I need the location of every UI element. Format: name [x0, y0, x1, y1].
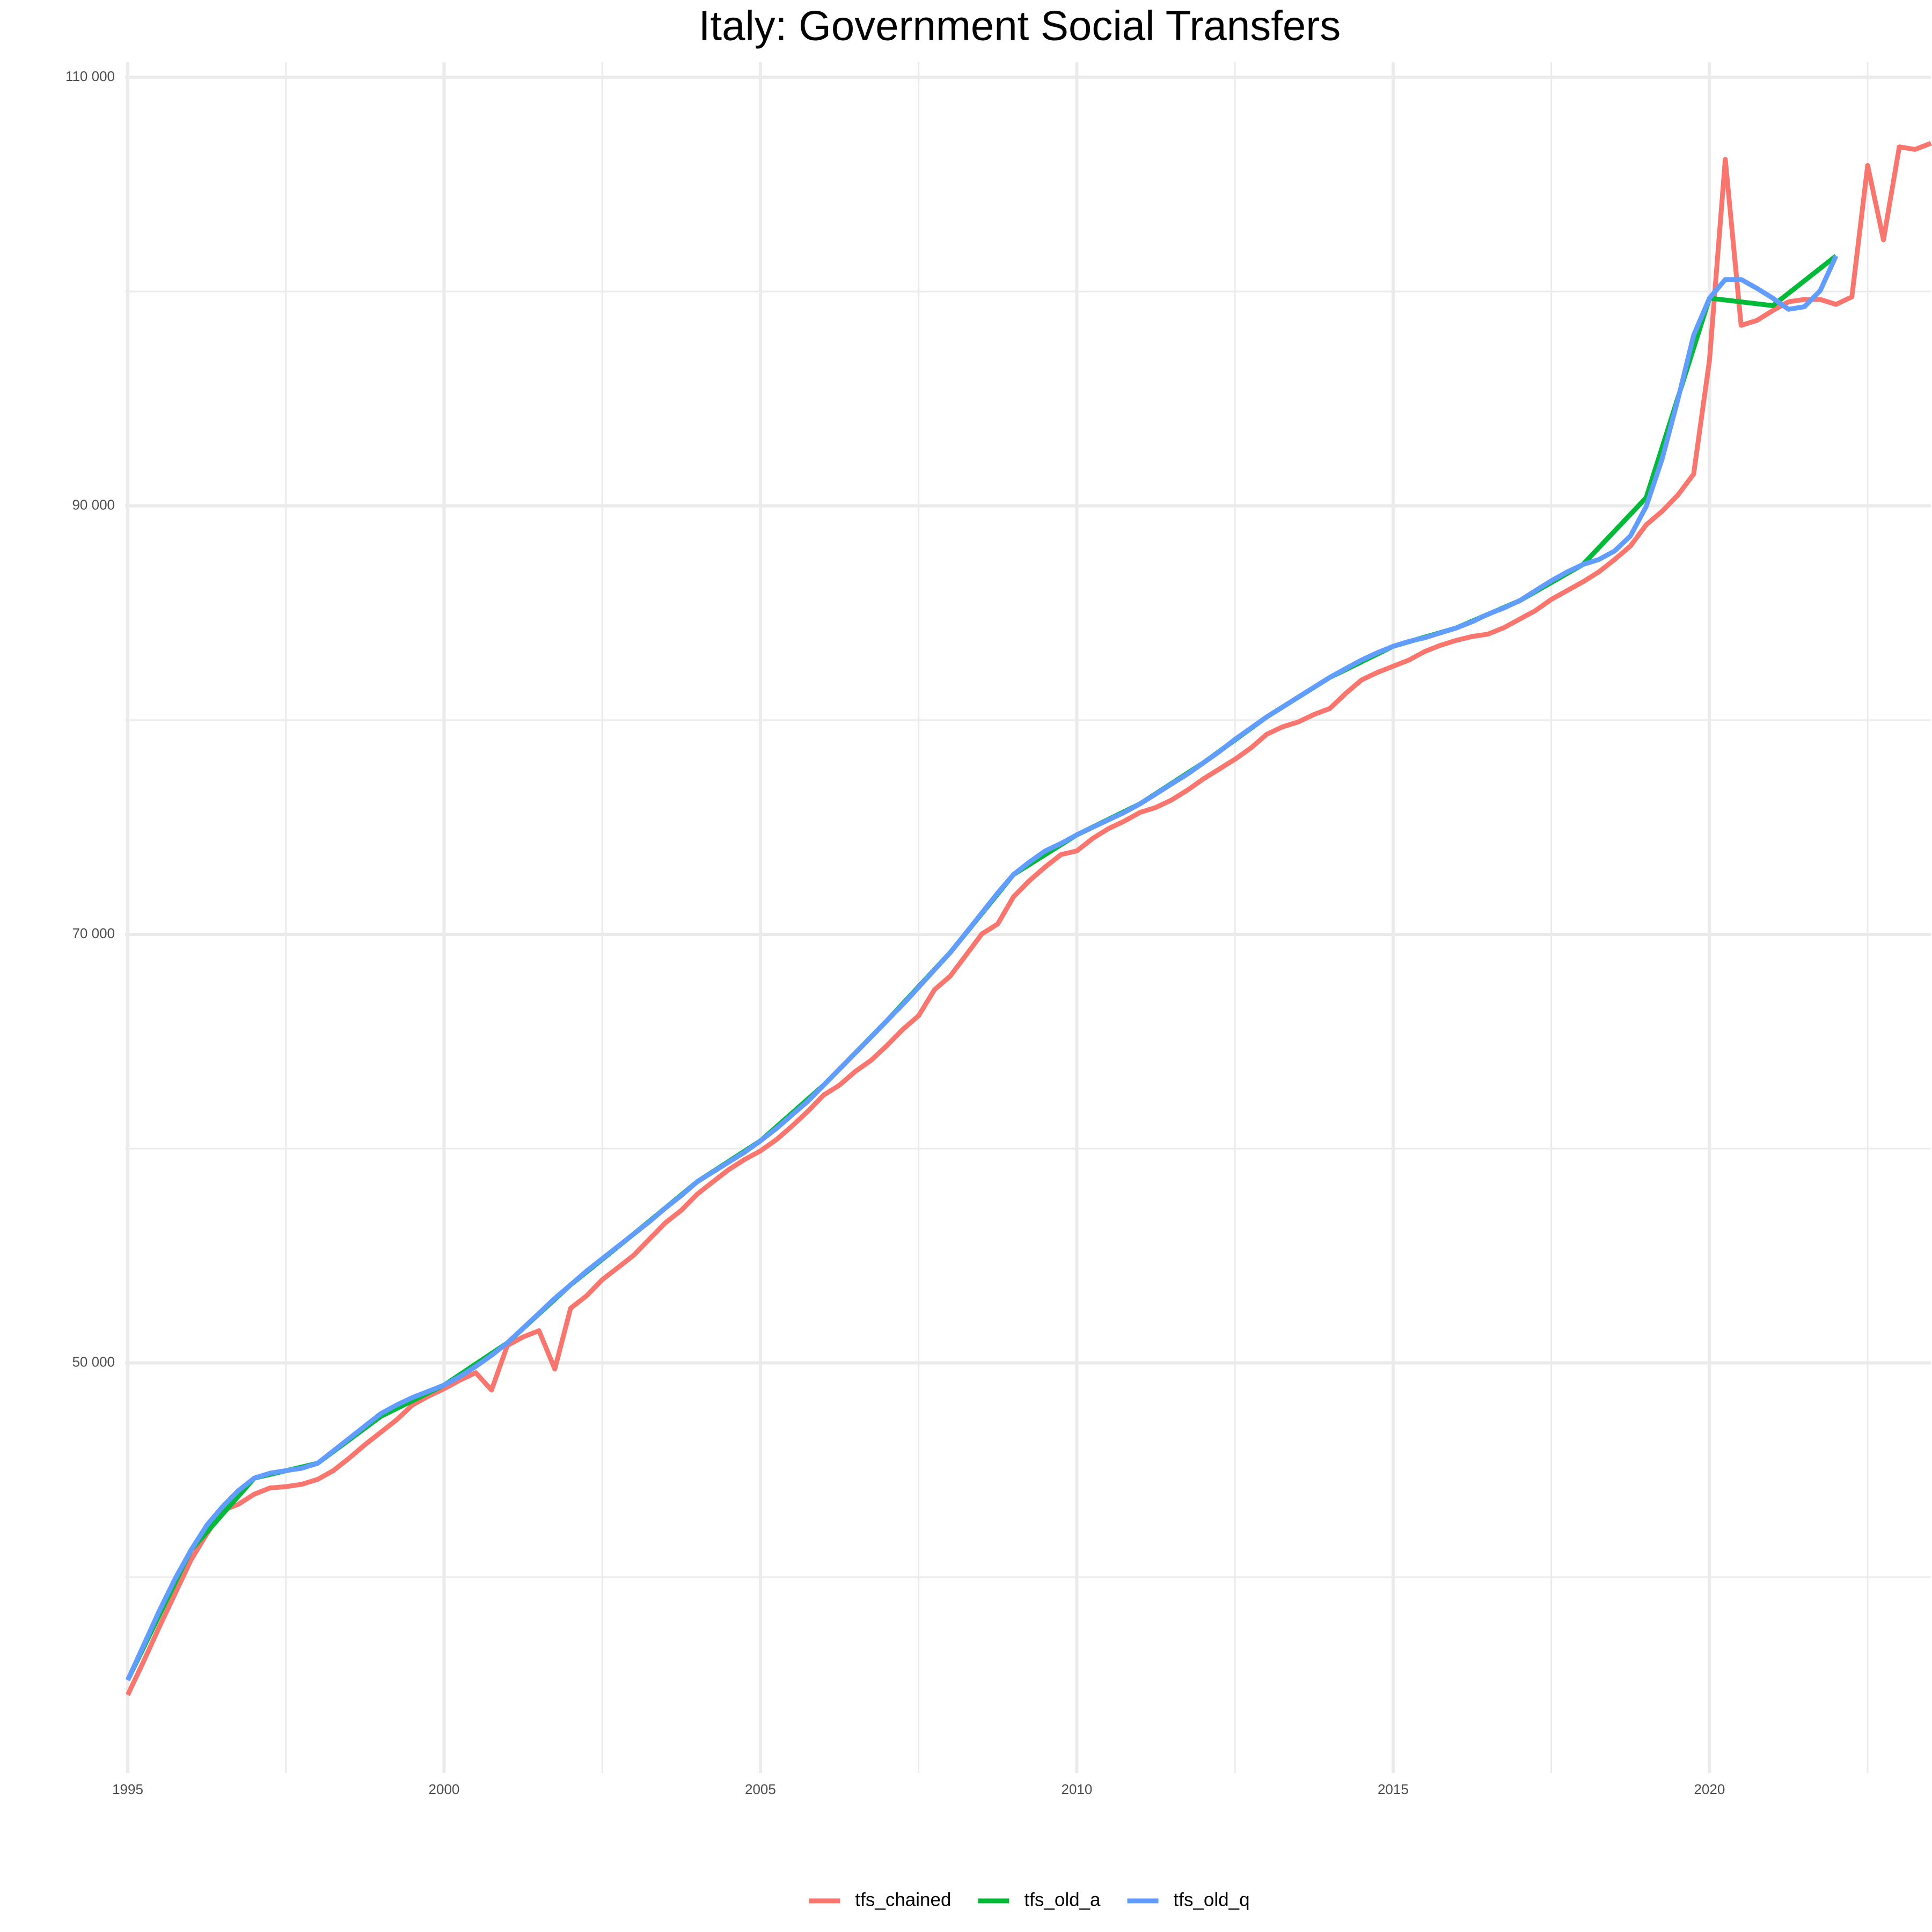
x-tick-label: 2010 [1061, 1781, 1092, 1797]
legend-label: tfs_old_q [1174, 1889, 1250, 1910]
x-tick-label: 2005 [745, 1781, 776, 1797]
x-tick-label: 2000 [429, 1781, 460, 1797]
legend-item: tfs_chained [809, 1889, 951, 1910]
legend-label: tfs_chained [855, 1889, 951, 1910]
legend-label: tfs_old_a [1024, 1889, 1101, 1910]
x-tick-label: 2015 [1378, 1781, 1409, 1797]
x-tick-label: 2020 [1694, 1781, 1725, 1797]
y-tick-label: 70 000 [72, 925, 115, 941]
grid [125, 62, 1931, 1773]
data-line [125, 255, 1839, 1681]
legend-item: tfs_old_q [1127, 1889, 1250, 1910]
y-tick-label: 50 000 [72, 1353, 115, 1370]
data-line [125, 141, 1932, 1696]
y-tick-label: 110 000 [65, 68, 115, 84]
legend-item: tfs_old_a [978, 1889, 1101, 1910]
y-tick-label: 90 000 [72, 496, 115, 513]
x-tick-label: 1995 [112, 1781, 143, 1797]
legend: tfs_chained tfs_old_a tfs_old_q [809, 1889, 1250, 1910]
chart-title: Italy: Government Social Transfers [699, 2, 1341, 49]
